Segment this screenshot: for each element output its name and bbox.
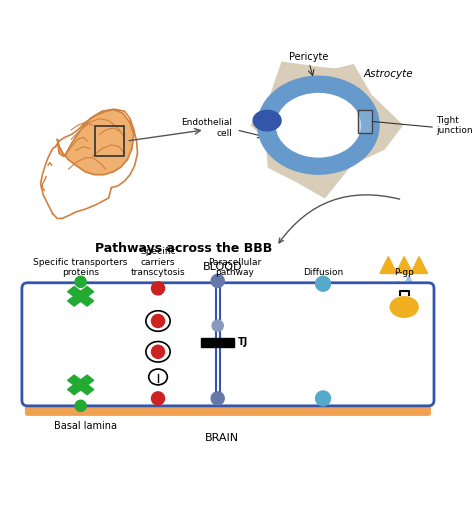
Text: Tight
junction: Tight junction: [436, 115, 473, 135]
Circle shape: [316, 391, 330, 406]
Circle shape: [75, 400, 86, 411]
Ellipse shape: [146, 342, 170, 362]
FancyBboxPatch shape: [22, 283, 434, 406]
Circle shape: [152, 282, 164, 295]
Polygon shape: [251, 62, 402, 198]
Bar: [95, 126, 125, 156]
Text: Specific transporters
proteins: Specific transporters proteins: [34, 258, 128, 277]
Ellipse shape: [258, 76, 379, 174]
Polygon shape: [68, 287, 94, 306]
Polygon shape: [68, 287, 94, 306]
Text: Endothelial
cell: Endothelial cell: [182, 118, 233, 138]
Text: Paracellular
pathway: Paracellular pathway: [208, 258, 261, 277]
Circle shape: [316, 276, 330, 291]
Circle shape: [211, 392, 224, 405]
Circle shape: [152, 314, 164, 328]
Text: BRAIN: BRAIN: [205, 433, 239, 443]
Polygon shape: [310, 95, 338, 145]
Circle shape: [152, 392, 164, 405]
Text: BLOOD: BLOOD: [202, 262, 242, 272]
Circle shape: [152, 345, 164, 359]
Circle shape: [212, 320, 223, 331]
Text: Astrocyte: Astrocyte: [364, 69, 413, 79]
Polygon shape: [68, 375, 94, 395]
Text: TJ: TJ: [238, 337, 248, 347]
Polygon shape: [396, 256, 412, 273]
Polygon shape: [57, 110, 134, 174]
Polygon shape: [380, 256, 397, 273]
Text: Specific
carriers
transcytosis: Specific carriers transcytosis: [131, 247, 185, 277]
Ellipse shape: [276, 94, 360, 157]
Bar: [357, 110, 373, 132]
FancyArrowPatch shape: [279, 195, 400, 243]
Polygon shape: [68, 375, 94, 395]
Ellipse shape: [146, 311, 170, 331]
Text: Pathways across the BBB: Pathways across the BBB: [95, 242, 272, 255]
Text: Pericyte: Pericyte: [290, 52, 329, 62]
Ellipse shape: [253, 110, 281, 131]
Polygon shape: [273, 80, 370, 164]
Bar: [358, 111, 372, 132]
Text: Diffusion: Diffusion: [303, 268, 343, 277]
Polygon shape: [410, 256, 428, 273]
Text: Basal lamina: Basal lamina: [54, 421, 117, 431]
Ellipse shape: [149, 369, 167, 385]
Text: P-gp: P-gp: [394, 268, 414, 277]
Bar: [201, 338, 235, 347]
Circle shape: [211, 275, 224, 287]
FancyBboxPatch shape: [26, 400, 430, 415]
Circle shape: [75, 276, 86, 287]
Ellipse shape: [390, 297, 418, 317]
